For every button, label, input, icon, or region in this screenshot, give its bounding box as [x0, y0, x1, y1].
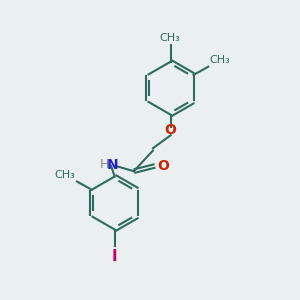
Text: CH₃: CH₃ [160, 33, 180, 43]
Text: CH₃: CH₃ [210, 56, 230, 65]
Text: N: N [107, 158, 118, 172]
Text: O: O [165, 123, 176, 137]
Text: O: O [158, 159, 169, 173]
Text: I: I [112, 249, 118, 264]
Text: CH₃: CH₃ [55, 170, 76, 180]
Text: H: H [100, 158, 109, 171]
